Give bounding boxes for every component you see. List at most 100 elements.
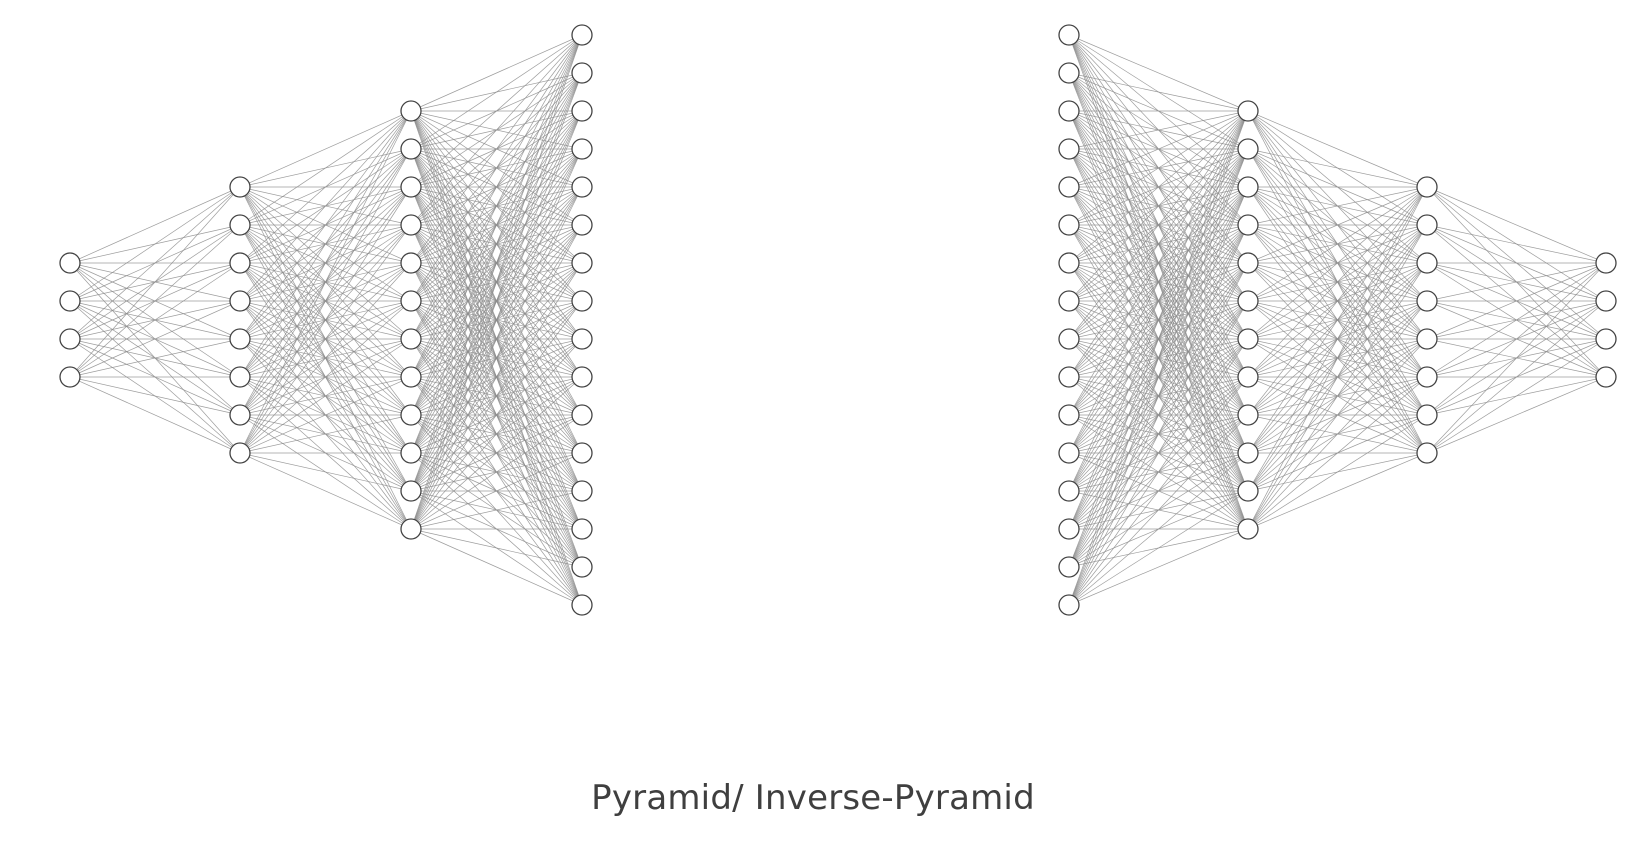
connection-edge: [1068, 224, 1249, 606]
connection-edge: [1247, 186, 1428, 302]
connection-edge: [1426, 262, 1607, 340]
connection-edge: [1247, 186, 1428, 492]
connection-edge: [239, 110, 412, 378]
inverse-pyramid-layer-1: [1058, 24, 1080, 616]
connection-edge: [1068, 338, 1249, 606]
neuron-node: [229, 366, 251, 388]
neuron-node: [1237, 366, 1259, 388]
neuron-node: [1058, 442, 1080, 464]
connection-edge: [1426, 262, 1607, 378]
neuron-node: [571, 214, 593, 236]
connection-edge: [1068, 110, 1249, 606]
connection-edge: [69, 262, 241, 378]
neuron-node: [1058, 214, 1080, 236]
connection-edge: [239, 224, 412, 454]
neuron-node: [1237, 138, 1259, 160]
connection-edge: [69, 376, 241, 454]
neuron-node: [1237, 404, 1259, 426]
connection-edge: [69, 376, 241, 416]
connection-edge: [410, 34, 583, 112]
neuron-node: [400, 442, 422, 464]
connection-edge: [410, 376, 583, 530]
connection-edge: [239, 110, 412, 416]
neuron-node: [571, 442, 593, 464]
connection-edge: [69, 186, 241, 264]
connection-edge: [1247, 300, 1428, 530]
connection-edge: [410, 300, 583, 530]
neuron-node: [400, 480, 422, 502]
neuron-node: [1058, 328, 1080, 350]
pyramid-layer-2: [229, 176, 251, 464]
neuron-node: [1237, 442, 1259, 464]
connection-edge: [239, 338, 412, 454]
neuron-node: [571, 252, 593, 274]
neuron-node: [400, 328, 422, 350]
connection-edge: [410, 186, 583, 530]
neuron-node: [400, 100, 422, 122]
connection-edge: [410, 338, 583, 530]
connection-edge: [1068, 186, 1249, 606]
neuron-node: [1416, 214, 1438, 236]
neuron-node: [1058, 24, 1080, 46]
neuron-node: [1237, 252, 1259, 274]
connection-edge: [1068, 300, 1249, 606]
inverse-pyramid-network: [1058, 24, 1617, 616]
neuron-node: [1416, 366, 1438, 388]
neuron-node: [1058, 404, 1080, 426]
neuron-node: [1058, 252, 1080, 274]
connection-edge: [1068, 376, 1249, 606]
neuron-node: [1595, 366, 1617, 388]
neuron-node: [59, 328, 81, 350]
neuron-node: [229, 328, 251, 350]
neuron-node: [571, 328, 593, 350]
connection-edge: [410, 72, 583, 530]
connection-edge: [1068, 110, 1249, 568]
connection-edge: [1247, 186, 1428, 454]
connection-edge: [239, 186, 412, 454]
neuron-node: [1058, 518, 1080, 540]
connection-edge: [1068, 110, 1249, 378]
pyramid-network: [59, 24, 593, 616]
connection-edge: [1426, 338, 1607, 454]
connection-edge: [239, 262, 412, 454]
connection-edge: [239, 452, 412, 530]
connection-edge: [1247, 186, 1428, 530]
neuron-node: [571, 366, 593, 388]
connection-edge: [1068, 110, 1249, 340]
connection-edge: [1247, 262, 1428, 530]
connection-edge: [69, 186, 241, 378]
neuron-node: [229, 290, 251, 312]
neuron-node: [1237, 290, 1259, 312]
connection-edge: [1068, 72, 1249, 112]
connection-edge: [1068, 414, 1249, 606]
connection-edge: [1247, 338, 1428, 530]
neuron-node: [1416, 442, 1438, 464]
pyramid-layer-1: [59, 252, 81, 388]
neuron-node: [1058, 176, 1080, 198]
neuron-node: [571, 24, 593, 46]
connection-edge: [1068, 262, 1249, 606]
neuron-node: [400, 404, 422, 426]
connection-edge: [410, 34, 583, 226]
connection-edge: [69, 224, 241, 378]
connection-edge: [69, 186, 241, 340]
neuron-node: [571, 176, 593, 198]
connection-edge: [410, 34, 583, 454]
inverse-pyramid-layer-4: [1595, 252, 1617, 388]
neuron-node: [1058, 62, 1080, 84]
neuron-node: [1416, 328, 1438, 350]
connection-edge: [1068, 110, 1249, 530]
connection-edge: [239, 376, 412, 454]
pyramid-edges: [69, 34, 583, 606]
connection-edge: [69, 186, 241, 302]
neuron-node: [571, 594, 593, 616]
inverse-pyramid-layer-3: [1416, 176, 1438, 464]
connection-edge: [69, 338, 241, 378]
connection-edge: [1247, 186, 1428, 378]
neuron-node: [229, 214, 251, 236]
connection-edge: [410, 490, 583, 530]
connection-edge: [1068, 110, 1249, 492]
neuron-node: [1058, 290, 1080, 312]
connection-edge: [410, 34, 583, 302]
neuron-node: [1058, 556, 1080, 578]
